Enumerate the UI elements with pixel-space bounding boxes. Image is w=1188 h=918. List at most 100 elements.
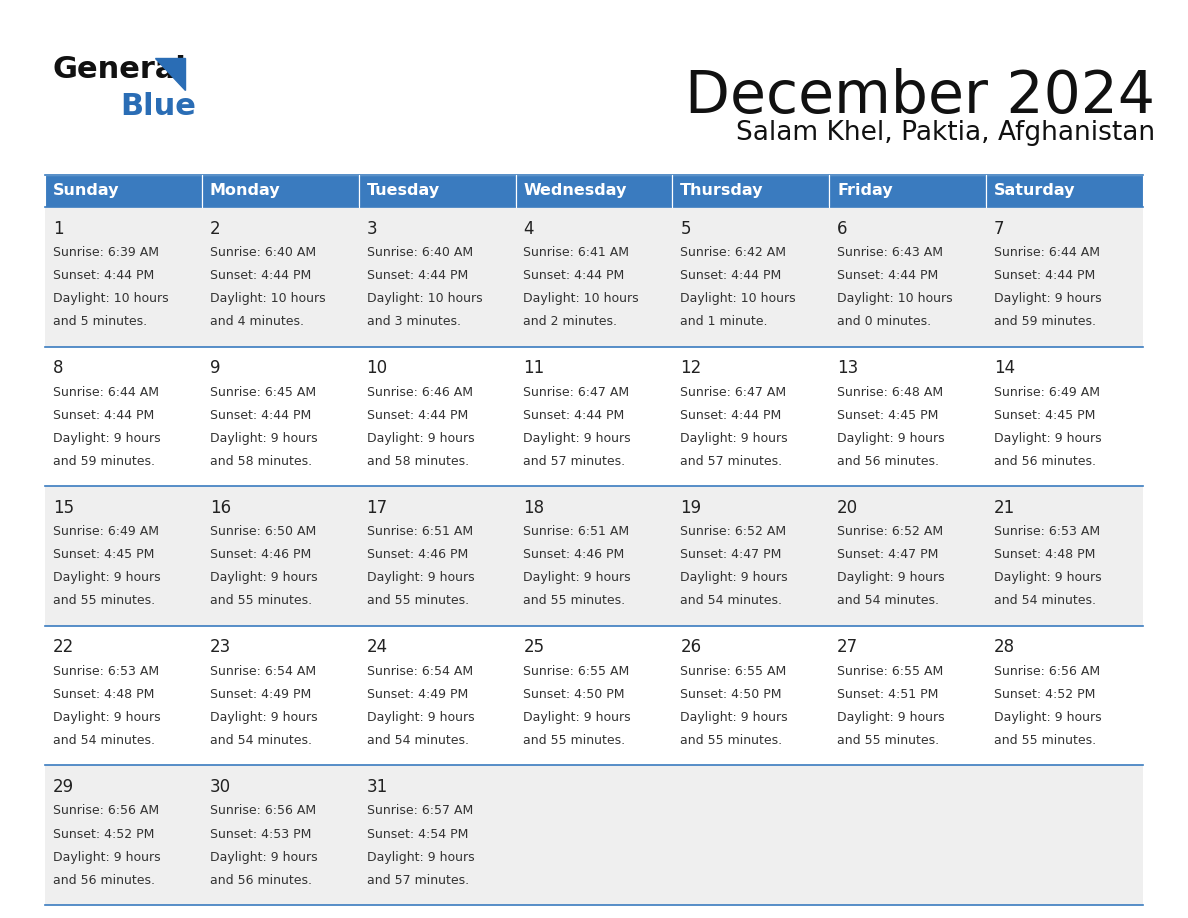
Text: and 55 minutes.: and 55 minutes. (367, 594, 469, 608)
Bar (202, 487, 359, 626)
Text: Monday: Monday (210, 184, 280, 198)
Text: Sunset: 4:50 PM: Sunset: 4:50 PM (524, 688, 625, 701)
Text: Daylight: 9 hours: Daylight: 9 hours (994, 711, 1101, 724)
Bar (986, 347, 1143, 487)
Text: Sunrise: 6:43 AM: Sunrise: 6:43 AM (838, 246, 943, 259)
Text: Sunrise: 6:39 AM: Sunrise: 6:39 AM (52, 246, 159, 259)
Text: and 57 minutes.: and 57 minutes. (524, 454, 626, 468)
Text: December 2024: December 2024 (685, 68, 1155, 125)
Bar (202, 175, 359, 207)
Bar (829, 487, 986, 626)
Text: Sunrise: 6:54 AM: Sunrise: 6:54 AM (210, 665, 316, 677)
Text: Daylight: 9 hours: Daylight: 9 hours (52, 851, 160, 864)
Text: and 55 minutes.: and 55 minutes. (838, 734, 940, 747)
Bar (829, 626, 986, 766)
Text: Sunrise: 6:51 AM: Sunrise: 6:51 AM (367, 525, 473, 538)
Text: Sunrise: 6:40 AM: Sunrise: 6:40 AM (210, 246, 316, 259)
Text: Sunrise: 6:42 AM: Sunrise: 6:42 AM (681, 246, 786, 259)
Text: and 54 minutes.: and 54 minutes. (994, 594, 1097, 608)
Bar (516, 347, 672, 487)
Text: Sunset: 4:50 PM: Sunset: 4:50 PM (681, 688, 782, 701)
Text: and 59 minutes.: and 59 minutes. (52, 454, 154, 468)
Text: 6: 6 (838, 219, 847, 238)
Text: Daylight: 9 hours: Daylight: 9 hours (210, 571, 317, 585)
Text: 10: 10 (367, 359, 387, 377)
Text: 17: 17 (367, 498, 387, 517)
Text: Daylight: 9 hours: Daylight: 9 hours (52, 571, 160, 585)
Text: and 55 minutes.: and 55 minutes. (524, 594, 626, 608)
Text: 30: 30 (210, 778, 230, 796)
Text: Sunset: 4:54 PM: Sunset: 4:54 PM (367, 827, 468, 841)
Text: Sunrise: 6:46 AM: Sunrise: 6:46 AM (367, 386, 473, 398)
Text: Sunrise: 6:55 AM: Sunrise: 6:55 AM (681, 665, 786, 677)
Text: Daylight: 9 hours: Daylight: 9 hours (681, 431, 788, 444)
Bar (202, 207, 359, 347)
Text: Daylight: 9 hours: Daylight: 9 hours (367, 571, 474, 585)
Text: and 55 minutes.: and 55 minutes. (681, 734, 783, 747)
Text: 4: 4 (524, 219, 533, 238)
Text: Sunrise: 6:55 AM: Sunrise: 6:55 AM (838, 665, 943, 677)
Text: Sunset: 4:48 PM: Sunset: 4:48 PM (52, 688, 154, 701)
Bar (359, 766, 516, 905)
Text: Sunrise: 6:52 AM: Sunrise: 6:52 AM (681, 525, 786, 538)
Text: Daylight: 9 hours: Daylight: 9 hours (367, 851, 474, 864)
Text: Daylight: 9 hours: Daylight: 9 hours (994, 292, 1101, 305)
Bar (672, 347, 829, 487)
Text: Sunset: 4:49 PM: Sunset: 4:49 PM (367, 688, 468, 701)
Text: and 57 minutes.: and 57 minutes. (681, 454, 783, 468)
Bar (45, 207, 202, 347)
Bar (672, 626, 829, 766)
Text: Daylight: 9 hours: Daylight: 9 hours (367, 431, 474, 444)
Text: Tuesday: Tuesday (367, 184, 440, 198)
Text: Daylight: 9 hours: Daylight: 9 hours (681, 711, 788, 724)
Text: Sunset: 4:49 PM: Sunset: 4:49 PM (210, 688, 311, 701)
Bar (516, 207, 672, 347)
Text: Sunset: 4:53 PM: Sunset: 4:53 PM (210, 827, 311, 841)
Text: Blue: Blue (120, 92, 196, 121)
Bar (516, 487, 672, 626)
Text: 2: 2 (210, 219, 220, 238)
Bar (359, 347, 516, 487)
Text: Sunset: 4:44 PM: Sunset: 4:44 PM (524, 409, 625, 421)
Text: Daylight: 9 hours: Daylight: 9 hours (210, 431, 317, 444)
Text: 9: 9 (210, 359, 220, 377)
Text: and 58 minutes.: and 58 minutes. (210, 454, 311, 468)
Text: Sunset: 4:46 PM: Sunset: 4:46 PM (367, 548, 468, 561)
Text: and 55 minutes.: and 55 minutes. (994, 734, 1097, 747)
Bar (672, 766, 829, 905)
Text: Sunrise: 6:44 AM: Sunrise: 6:44 AM (994, 246, 1100, 259)
Text: Sunrise: 6:56 AM: Sunrise: 6:56 AM (994, 665, 1100, 677)
Text: Sunrise: 6:45 AM: Sunrise: 6:45 AM (210, 386, 316, 398)
Bar (986, 175, 1143, 207)
Text: Salam Khel, Paktia, Afghanistan: Salam Khel, Paktia, Afghanistan (735, 120, 1155, 146)
Bar (986, 626, 1143, 766)
Bar (359, 487, 516, 626)
Text: Sunrise: 6:52 AM: Sunrise: 6:52 AM (838, 525, 943, 538)
Text: Daylight: 9 hours: Daylight: 9 hours (210, 711, 317, 724)
Text: and 59 minutes.: and 59 minutes. (994, 315, 1097, 329)
Text: and 54 minutes.: and 54 minutes. (52, 734, 154, 747)
Text: and 54 minutes.: and 54 minutes. (681, 594, 782, 608)
Text: Sunrise: 6:47 AM: Sunrise: 6:47 AM (524, 386, 630, 398)
Text: Sunrise: 6:49 AM: Sunrise: 6:49 AM (52, 525, 159, 538)
Text: Sunset: 4:52 PM: Sunset: 4:52 PM (52, 827, 154, 841)
Bar (516, 626, 672, 766)
Text: Sunset: 4:44 PM: Sunset: 4:44 PM (367, 269, 468, 282)
Text: Sunset: 4:44 PM: Sunset: 4:44 PM (681, 409, 782, 421)
Text: 19: 19 (681, 498, 701, 517)
Text: 26: 26 (681, 638, 701, 656)
Bar (829, 175, 986, 207)
Text: 16: 16 (210, 498, 230, 517)
Text: Daylight: 9 hours: Daylight: 9 hours (367, 711, 474, 724)
Bar (202, 347, 359, 487)
Text: 23: 23 (210, 638, 230, 656)
Text: and 5 minutes.: and 5 minutes. (52, 315, 147, 329)
Text: 31: 31 (367, 778, 387, 796)
Text: Sunday: Sunday (52, 184, 119, 198)
Text: and 56 minutes.: and 56 minutes. (210, 874, 311, 887)
Text: 18: 18 (524, 498, 544, 517)
Text: and 4 minutes.: and 4 minutes. (210, 315, 304, 329)
Text: 22: 22 (52, 638, 74, 656)
Text: and 54 minutes.: and 54 minutes. (210, 734, 311, 747)
Bar (986, 207, 1143, 347)
